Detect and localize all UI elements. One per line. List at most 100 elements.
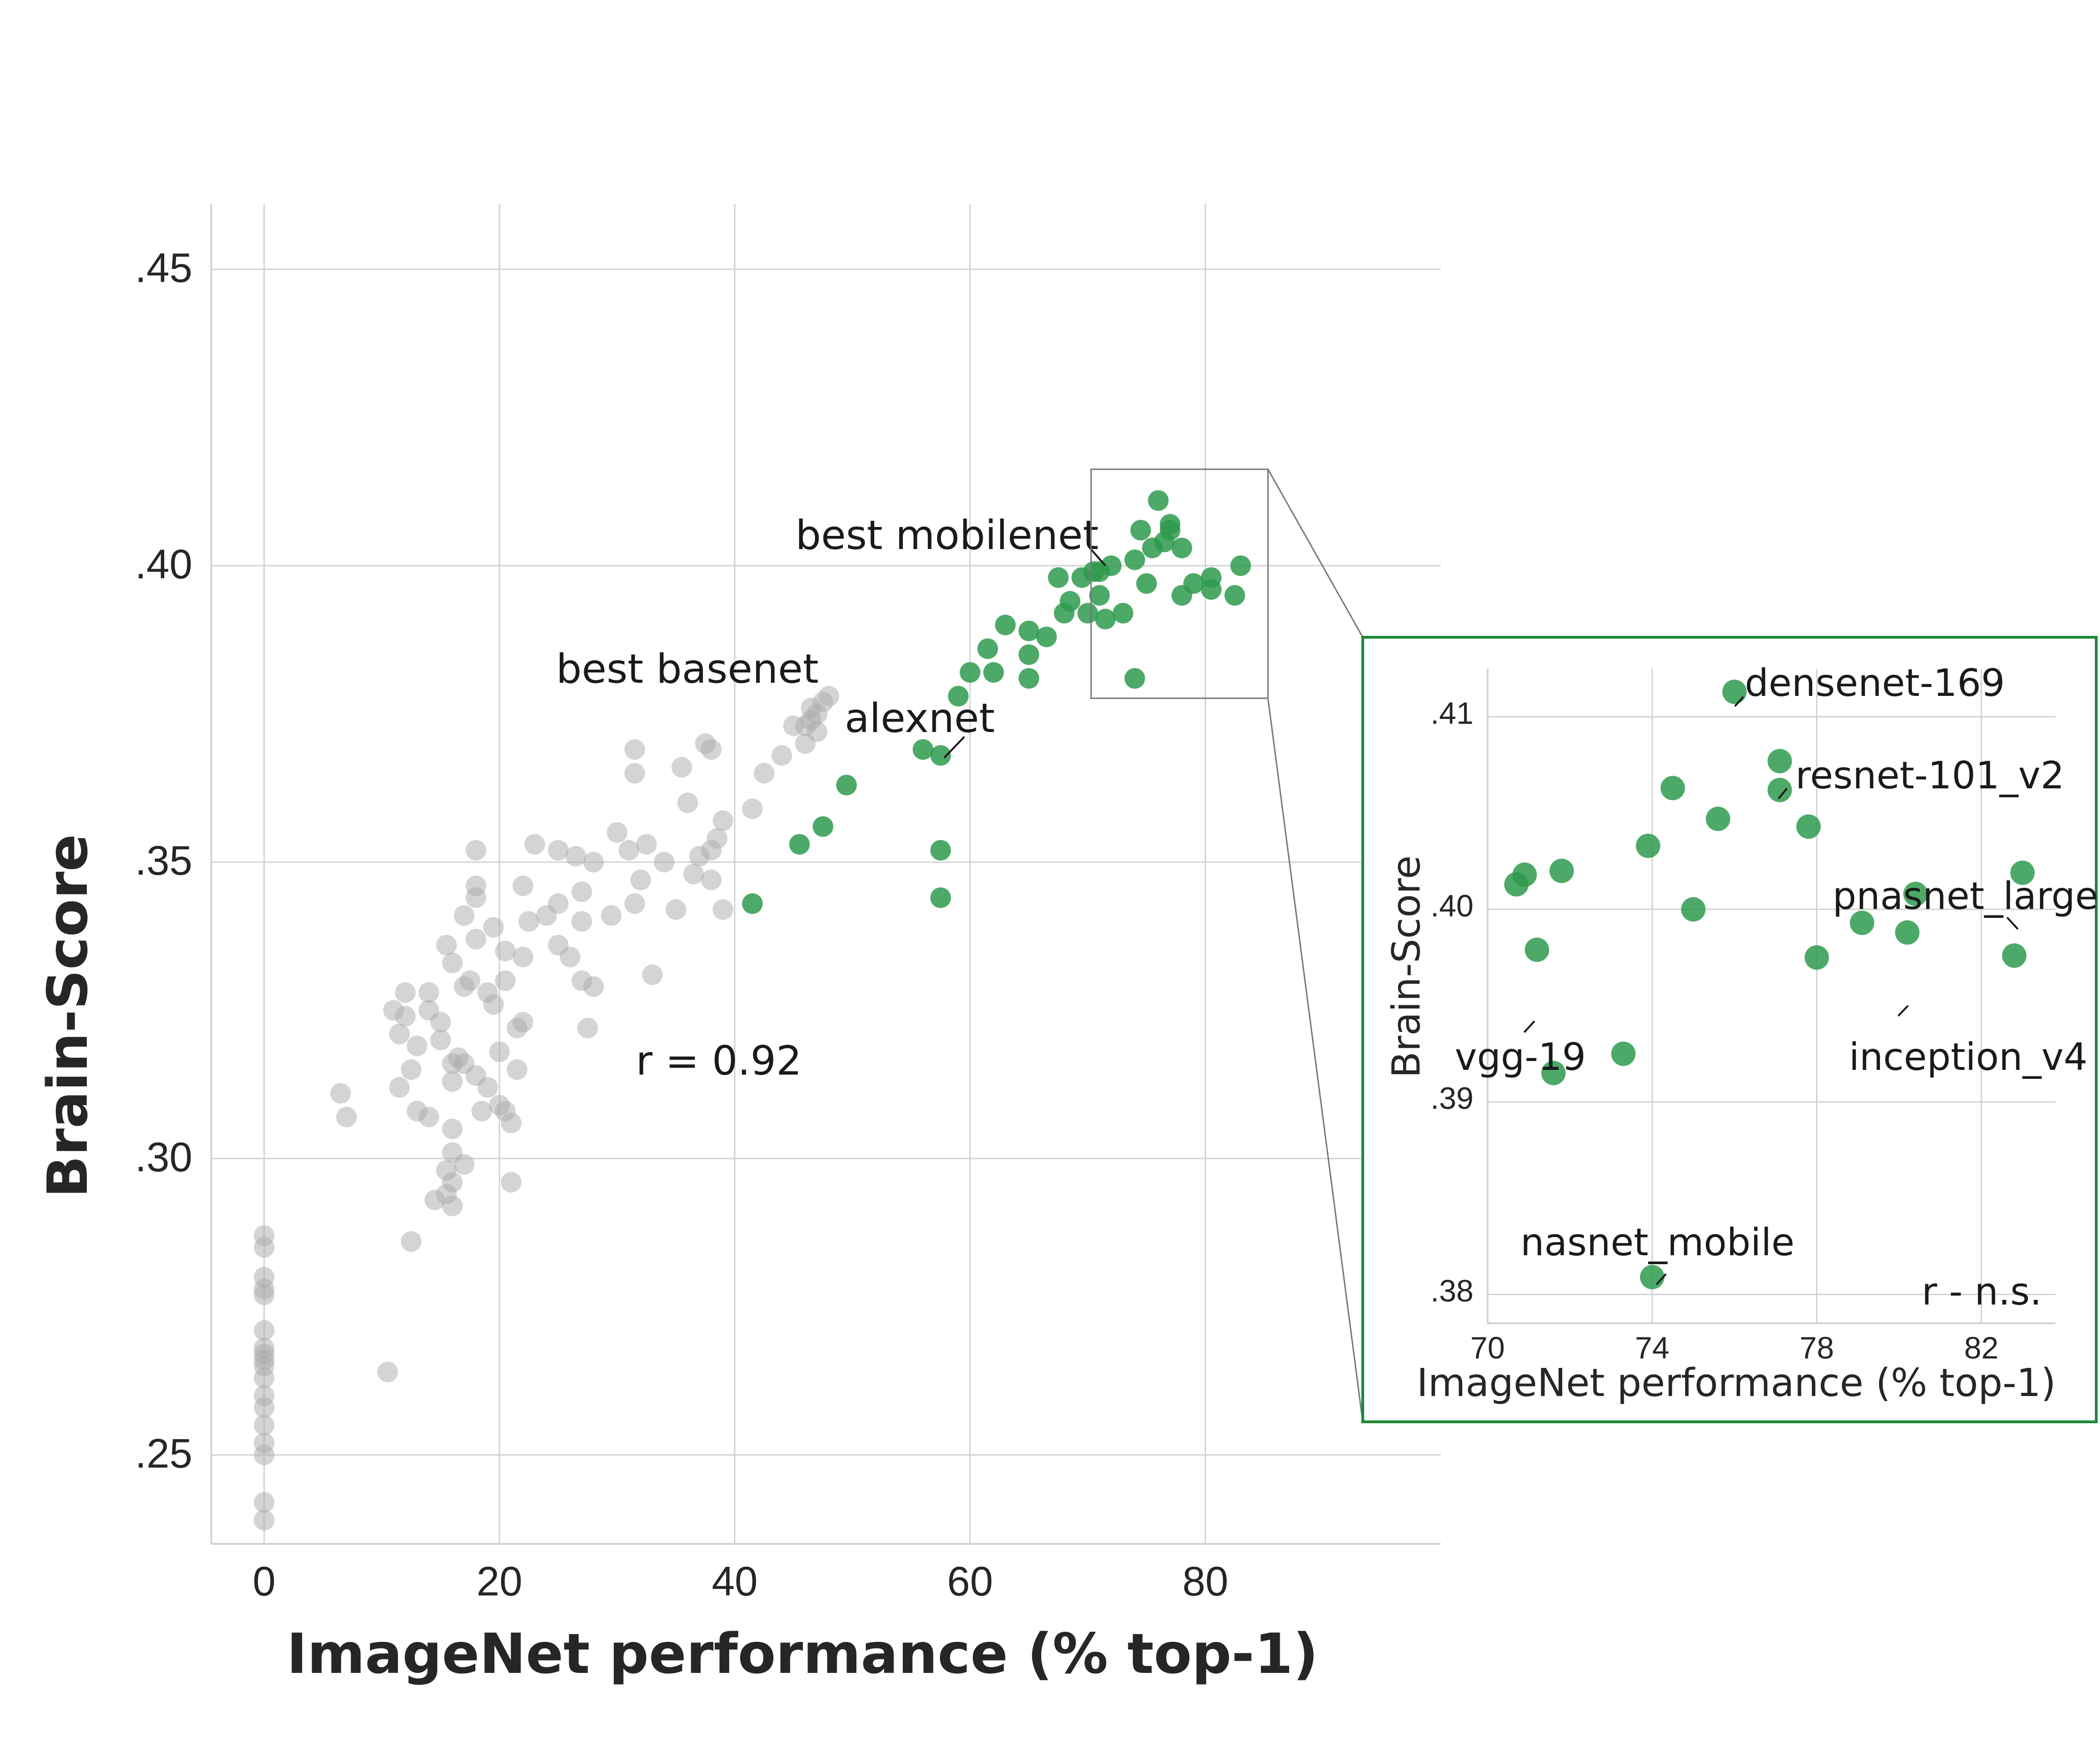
alexnet-leader	[943, 736, 965, 759]
main-data-point	[701, 870, 722, 891]
main-axes-spines	[210, 204, 1441, 1545]
main-data-point	[418, 982, 439, 1003]
main-data-point	[583, 852, 604, 873]
main-data-point	[377, 1361, 398, 1382]
main-data-point	[642, 964, 663, 985]
zoom-connector-bottom	[1267, 698, 1364, 1422]
best-mobilenet-label: best mobilenet	[795, 512, 1099, 559]
main-data-point	[930, 839, 951, 861]
main-data-point	[1036, 626, 1057, 648]
main-data-point	[912, 739, 933, 760]
main-data-point	[253, 1320, 275, 1341]
inset-y-tick-label: .39	[1430, 1081, 1474, 1115]
main-y-axis-title: Brain-Score	[35, 834, 100, 1198]
main-x-tick-label: 60	[947, 1558, 993, 1604]
nasnet-leader	[1656, 1273, 1667, 1285]
main-data-point	[630, 870, 651, 891]
vgg-label: vgg-19	[1455, 1035, 1586, 1079]
main-y-tick-label: .30	[135, 1134, 192, 1180]
main-data-point	[1136, 573, 1157, 594]
inset-data-point	[1512, 862, 1537, 887]
main-data-point	[836, 775, 857, 796]
main-data-point	[742, 798, 763, 819]
main-data-point	[466, 839, 487, 861]
inception-label: inception_v4	[1849, 1035, 2087, 1079]
resnet-label: resnet-101_v2	[1795, 754, 2064, 797]
main-data-point	[336, 1107, 357, 1128]
main-data-point	[960, 662, 981, 683]
main-data-point	[512, 946, 534, 968]
main-data-point	[442, 1071, 463, 1092]
main-data-point	[459, 970, 481, 991]
main-data-point	[253, 1492, 275, 1513]
main-data-point	[253, 1367, 275, 1389]
main-data-point	[489, 1041, 510, 1062]
inset-data-point	[2002, 943, 2027, 968]
main-data-point	[559, 946, 580, 968]
inset-data-point	[1611, 1041, 1636, 1066]
main-data-point	[471, 1100, 492, 1122]
main-data-point	[742, 893, 763, 914]
main-data-point	[253, 1284, 275, 1305]
main-data-point	[524, 834, 545, 855]
inset-x-axis-title: ImageNet performance (% top-1)	[1417, 1361, 2056, 1405]
inset-data-point	[1767, 778, 1792, 802]
main-data-point	[1077, 603, 1098, 624]
main-data-point	[253, 1510, 275, 1531]
inset-axes-spines	[1487, 669, 2055, 1324]
main-data-point	[454, 905, 475, 926]
alexnet-label: alexnet	[845, 695, 995, 742]
main-data-point	[548, 839, 569, 861]
inset-panel	[1361, 636, 2098, 1423]
main-data-point	[571, 881, 592, 902]
main-data-point	[677, 792, 698, 813]
main-y-tick-label: .35	[135, 837, 192, 884]
main-data-point	[1160, 519, 1181, 541]
main-data-point	[501, 1113, 522, 1134]
inset-data-point	[1706, 807, 1731, 832]
main-data-point	[930, 887, 951, 908]
densenet-leader	[1734, 696, 1744, 707]
main-data-point	[807, 721, 828, 742]
main-data-point	[466, 887, 487, 908]
main-x-tick-label: 80	[1183, 1558, 1229, 1604]
main-data-point	[1130, 519, 1151, 541]
pnasnet-label: pnasnet_large	[1833, 874, 2098, 918]
main-data-point	[1224, 585, 1245, 606]
inset-data-point	[1640, 1265, 1665, 1290]
main-data-point	[1230, 555, 1251, 576]
inset-x-tick-label: 78	[1800, 1330, 1834, 1365]
main-data-point	[389, 1023, 410, 1045]
inset-data-point	[1541, 1061, 1566, 1085]
inset-data-point	[1903, 882, 1928, 907]
inset-correlation-label: r - n.s.	[1922, 1270, 2042, 1313]
main-data-point	[466, 929, 487, 950]
inset-y-tick-label: .41	[1430, 696, 1474, 731]
main-data-point	[1089, 585, 1110, 606]
main-x-tick-label: 20	[476, 1558, 522, 1604]
main-data-point	[1171, 537, 1192, 558]
main-data-point	[1124, 549, 1145, 570]
main-data-point	[818, 686, 840, 707]
main-data-point	[389, 1077, 410, 1098]
main-x-axis-title: ImageNet performance (% top-1)	[287, 1621, 1318, 1686]
pnasnet-leader	[2006, 916, 2019, 930]
main-data-point	[1018, 620, 1039, 641]
main-data-point	[1183, 573, 1204, 594]
main-data-point	[1018, 668, 1039, 689]
main-data-point	[583, 976, 604, 997]
main-data-point	[253, 1237, 275, 1258]
main-data-point	[1100, 555, 1122, 576]
main-data-point	[571, 911, 592, 932]
main-data-point	[565, 846, 587, 867]
main-data-points	[253, 490, 1251, 1531]
zoom-region-box	[1090, 468, 1269, 699]
inset-data-point	[1895, 920, 1920, 945]
main-data-point	[624, 763, 645, 784]
main-data-point	[636, 834, 657, 855]
main-x-tick-label: 0	[252, 1558, 275, 1604]
main-data-point	[701, 739, 722, 760]
main-data-point	[654, 852, 675, 873]
main-data-point	[495, 970, 516, 991]
